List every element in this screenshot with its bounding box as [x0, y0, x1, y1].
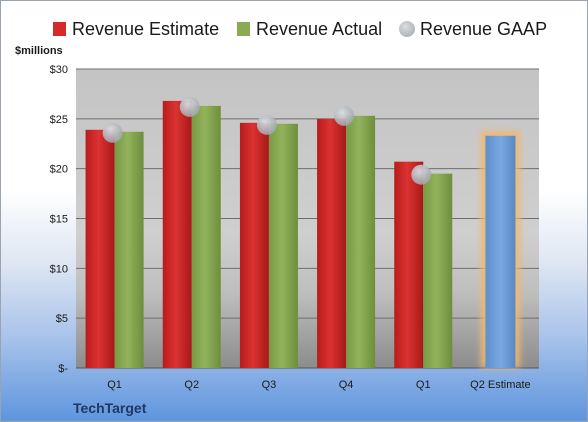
legend-swatch-revenue-actual: [237, 22, 250, 36]
legend-label: Revenue Actual: [256, 19, 382, 39]
legend-swatch-revenue-gaap: [399, 21, 415, 37]
y-axis: $- $5 $10 $15 $20 $25 $30: [50, 64, 539, 375]
bar-revenue-actual: [346, 115, 376, 369]
legend-swatch-revenue-estimate: [53, 22, 66, 36]
y-tick-label: $-: [58, 363, 68, 375]
marker-revenue-gaap: [179, 96, 200, 117]
x-tick-label: Q2 Estimate: [470, 379, 531, 391]
x-tick-label: Q3: [262, 379, 277, 391]
marker-revenue-gaap: [102, 122, 123, 143]
x-tick-label: Q4: [339, 379, 354, 391]
marker-revenue-gaap: [411, 164, 432, 185]
y-axis-unit-label: $millions: [15, 45, 63, 57]
legend-label: Revenue Estimate: [72, 19, 219, 39]
gridlines: [76, 68, 539, 319]
x-tick-label: Q2: [184, 379, 199, 391]
y-tick-label: $20: [50, 164, 68, 176]
bar-q2-estimate: [485, 135, 516, 368]
y-tick-label: $5: [56, 313, 68, 325]
bar-revenue-actual: [268, 123, 298, 368]
y-tick-label: $25: [50, 114, 68, 126]
bar-revenue-estimate: [317, 118, 347, 368]
marker-revenue-gaap: [334, 105, 355, 126]
bar-revenue-actual: [191, 105, 221, 369]
bar-revenue-estimate: [85, 129, 115, 368]
legend: Revenue Estimate Revenue Actual Revenue GA…: [53, 19, 547, 39]
y-tick-label: $30: [50, 64, 68, 76]
bar-revenue-estimate: [394, 161, 424, 368]
legend-label: Revenue GAAP: [420, 19, 547, 39]
marker-revenue-gaap: [256, 114, 277, 135]
bar-revenue-estimate: [162, 100, 192, 368]
x-axis: Q1 Q2 Q3 Q4 Q1 Q2 Estimate: [107, 379, 530, 391]
y-tick-label: $10: [50, 263, 68, 275]
x-tick-label: Q1: [416, 379, 431, 391]
gaap-markers: [102, 96, 432, 185]
bar-revenue-estimate: [239, 122, 269, 368]
x-tick-label: Q1: [107, 379, 122, 391]
bar-revenue-actual: [114, 131, 144, 368]
y-tick-label: $15: [50, 214, 68, 226]
bars: [85, 100, 521, 369]
brand-label: TechTarget: [73, 400, 147, 416]
bar-revenue-actual: [423, 173, 453, 368]
